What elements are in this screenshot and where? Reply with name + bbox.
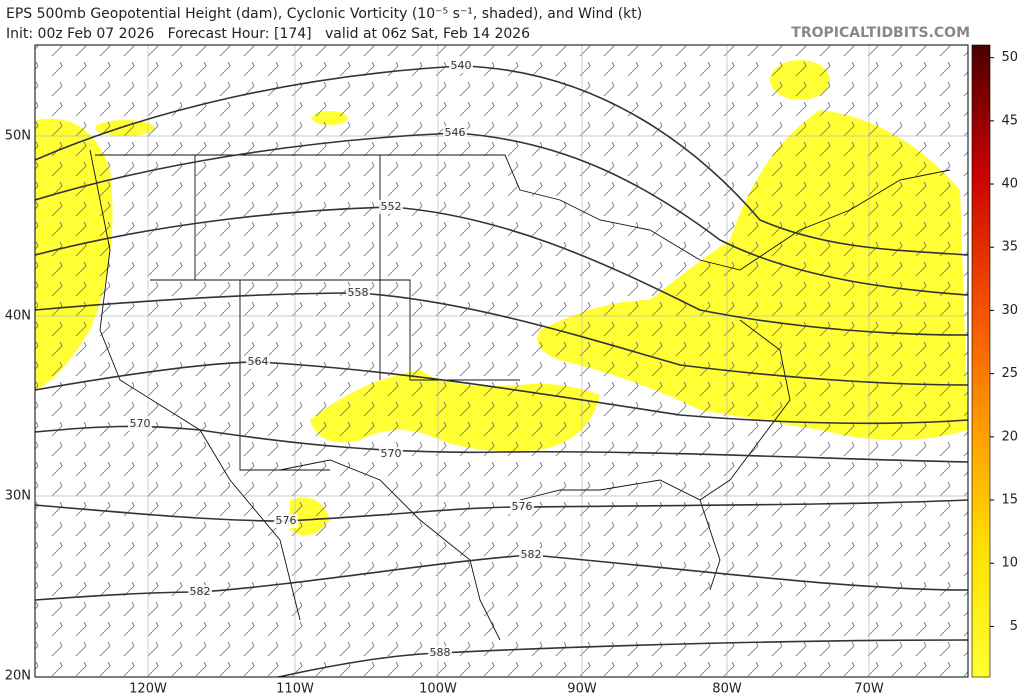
colorbar [971, 44, 991, 678]
contour-label: 582 [521, 548, 542, 561]
lon-label: 80W [712, 682, 742, 697]
lon-label: 100W [419, 682, 457, 697]
lat-label: 50N [5, 129, 31, 144]
lon-label: 110W [276, 682, 314, 697]
contour-label: 576 [512, 500, 533, 513]
map-frame [34, 44, 969, 678]
colorbar-label: 40 [1001, 177, 1018, 192]
contour-label-bg [246, 355, 270, 369]
contour-label: 570 [381, 447, 402, 460]
colorbar-label: 20 [1001, 429, 1018, 444]
colorbar-label: 15 [1001, 493, 1018, 508]
contour-label-bg [379, 447, 403, 461]
contour-label-bg [443, 126, 467, 140]
contour-label: 552 [381, 200, 402, 213]
contour-label-bg [346, 286, 370, 300]
boundaries [89, 149, 951, 641]
colorbar-label: 35 [1001, 240, 1018, 255]
title: EPS 500mb Geopotential Height (dam), Cyc… [6, 6, 642, 22]
contour-label-bg [379, 200, 403, 214]
wind-barbs [35, 45, 968, 677]
site-name: TROPICALTIDBITS.COM [791, 25, 970, 41]
lon-label: 70W [854, 682, 884, 697]
contour-label-bg [274, 514, 298, 528]
lon-label: 120W [129, 682, 167, 697]
contour-label-bg [519, 548, 543, 562]
colorbar-label: 5 [1010, 619, 1018, 634]
lon-label: 90W [567, 682, 597, 697]
colorbar-label: 30 [1001, 303, 1018, 318]
init-line: Init: 00z Feb 07 2026 Forecast Hour: [17… [6, 26, 530, 42]
contour-label-bg [449, 59, 473, 73]
contour-label: 546 [445, 126, 466, 139]
contour-label: 564 [248, 355, 269, 368]
contour-label: 576 [276, 514, 297, 527]
contour-label: 582 [190, 585, 211, 598]
contour-label: 540 [451, 59, 472, 72]
lat-label: 40N [5, 309, 31, 324]
colorbar-label: 45 [1001, 113, 1018, 128]
contour-label-bg [188, 585, 212, 599]
graticule [35, 45, 968, 677]
height-contours [35, 65, 968, 677]
contour-label-bg [128, 417, 152, 431]
colorbar-label: 25 [1001, 366, 1018, 381]
contour-label-bg [510, 500, 534, 514]
map: 540 546 552 558 564 570 570 576 576 582 582 588 [35, 45, 968, 677]
contour-label-bg [428, 646, 452, 660]
colorbar-label: 10 [1001, 556, 1018, 571]
colorbar-label: 50 [1001, 50, 1018, 65]
lat-label: 30N [5, 489, 31, 504]
contour-labels: 540 546 552 558 564 570 570 576 576 582 582 588 [128, 59, 543, 660]
lat-label: 20N [5, 669, 31, 684]
contour-label: 558 [348, 286, 369, 299]
contour-label: 588 [430, 646, 451, 659]
contour-label: 570 [130, 417, 151, 430]
